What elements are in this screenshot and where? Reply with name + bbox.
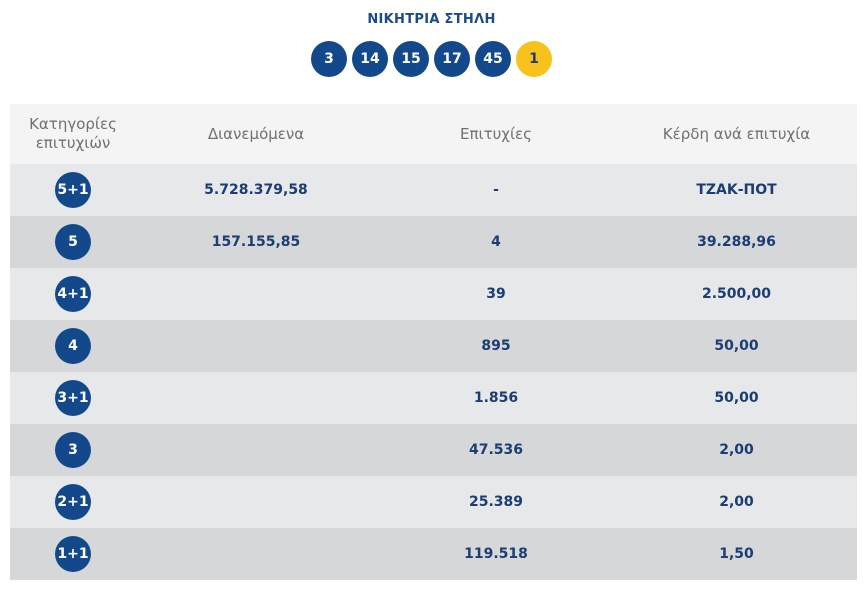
- category-badge: 4: [55, 328, 91, 364]
- table-row: 2+1 25.389 2,00: [10, 476, 857, 528]
- prize-cell: 50,00: [714, 338, 759, 354]
- winners-cell: -: [493, 182, 499, 198]
- winning-column-title: ΝΙΚΗΤΡΙΑ ΣΤΗΛΗ: [367, 12, 496, 27]
- number-ball: 3: [311, 41, 347, 77]
- category-badge: 3+1: [55, 380, 91, 416]
- header-prize: Κέρδη ανά επιτυχία: [662, 125, 811, 143]
- prize-cell: 2.500,00: [701, 286, 772, 302]
- prize-cell: 1,50: [719, 546, 754, 562]
- prize-cell: ΤΖΑΚ-ΠΟΤ: [696, 182, 777, 198]
- table-row: 4+1 39 2.500,00: [10, 268, 857, 320]
- winning-numbers: 3 14 15 17 45 1: [0, 41, 863, 77]
- winners-cell: 895: [481, 338, 511, 354]
- prize-cell: 2,00: [719, 494, 754, 510]
- winners-cell: 47.536: [468, 442, 524, 458]
- number-ball: 17: [434, 41, 470, 77]
- prize-cell: 2,00: [719, 442, 754, 458]
- winners-cell: 4: [491, 234, 501, 250]
- number-ball: 45: [475, 41, 511, 77]
- category-badge: 2+1: [55, 484, 91, 520]
- winners-cell: 1.856: [473, 390, 519, 406]
- prize-cell: 50,00: [714, 390, 759, 406]
- table-row: 4 895 50,00: [10, 320, 857, 372]
- number-ball: 14: [352, 41, 388, 77]
- table-row: 1+1 119.518 1,50: [10, 528, 857, 580]
- winners-cell: 39: [486, 286, 506, 302]
- table-row: 3 47.536 2,00: [10, 424, 857, 476]
- header-category: Κατηγορίες επιτυχιών: [29, 115, 117, 152]
- category-badge: 1+1: [55, 536, 91, 572]
- distributed-cell: 157.155,85: [211, 234, 301, 250]
- category-badge: 4+1: [55, 276, 91, 312]
- table-row: 5 157.155,85 4 39.288,96: [10, 216, 857, 268]
- winners-cell: 119.518: [464, 546, 528, 562]
- distributed-cell: 5.728.379,58: [204, 182, 308, 198]
- prize-cell: 39.288,96: [697, 234, 776, 250]
- category-badge: 5+1: [55, 172, 91, 208]
- number-ball: 15: [393, 41, 429, 77]
- table-row: 3+1 1.856 50,00: [10, 372, 857, 424]
- header-distributed: Διανεμόμενα: [207, 125, 305, 143]
- joker-ball: 1: [516, 41, 552, 77]
- winners-cell: 25.389: [468, 494, 524, 510]
- prize-table: Κατηγορίες επιτυχιών Διανεμόμενα Επιτυχί…: [10, 104, 857, 580]
- category-badge: 5: [55, 224, 91, 260]
- header-winners: Επιτυχίες: [460, 125, 532, 143]
- table-row: 5+1 5.728.379,58 - ΤΖΑΚ-ΠΟΤ: [10, 164, 857, 216]
- table-header: Κατηγορίες επιτυχιών Διανεμόμενα Επιτυχί…: [10, 104, 857, 164]
- category-badge: 3: [55, 432, 91, 468]
